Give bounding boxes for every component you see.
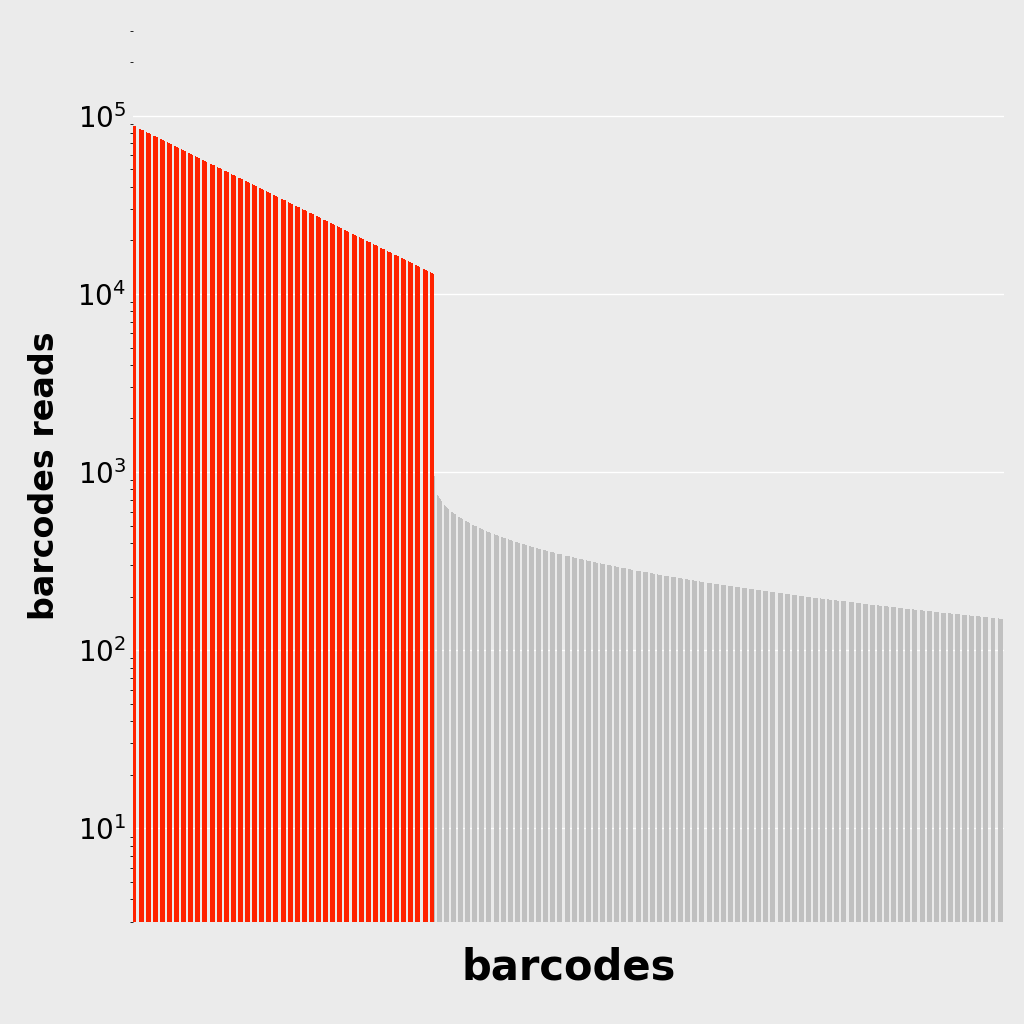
X-axis label: barcodes: barcodes xyxy=(461,946,676,988)
Y-axis label: barcodes reads: barcodes reads xyxy=(28,332,60,621)
